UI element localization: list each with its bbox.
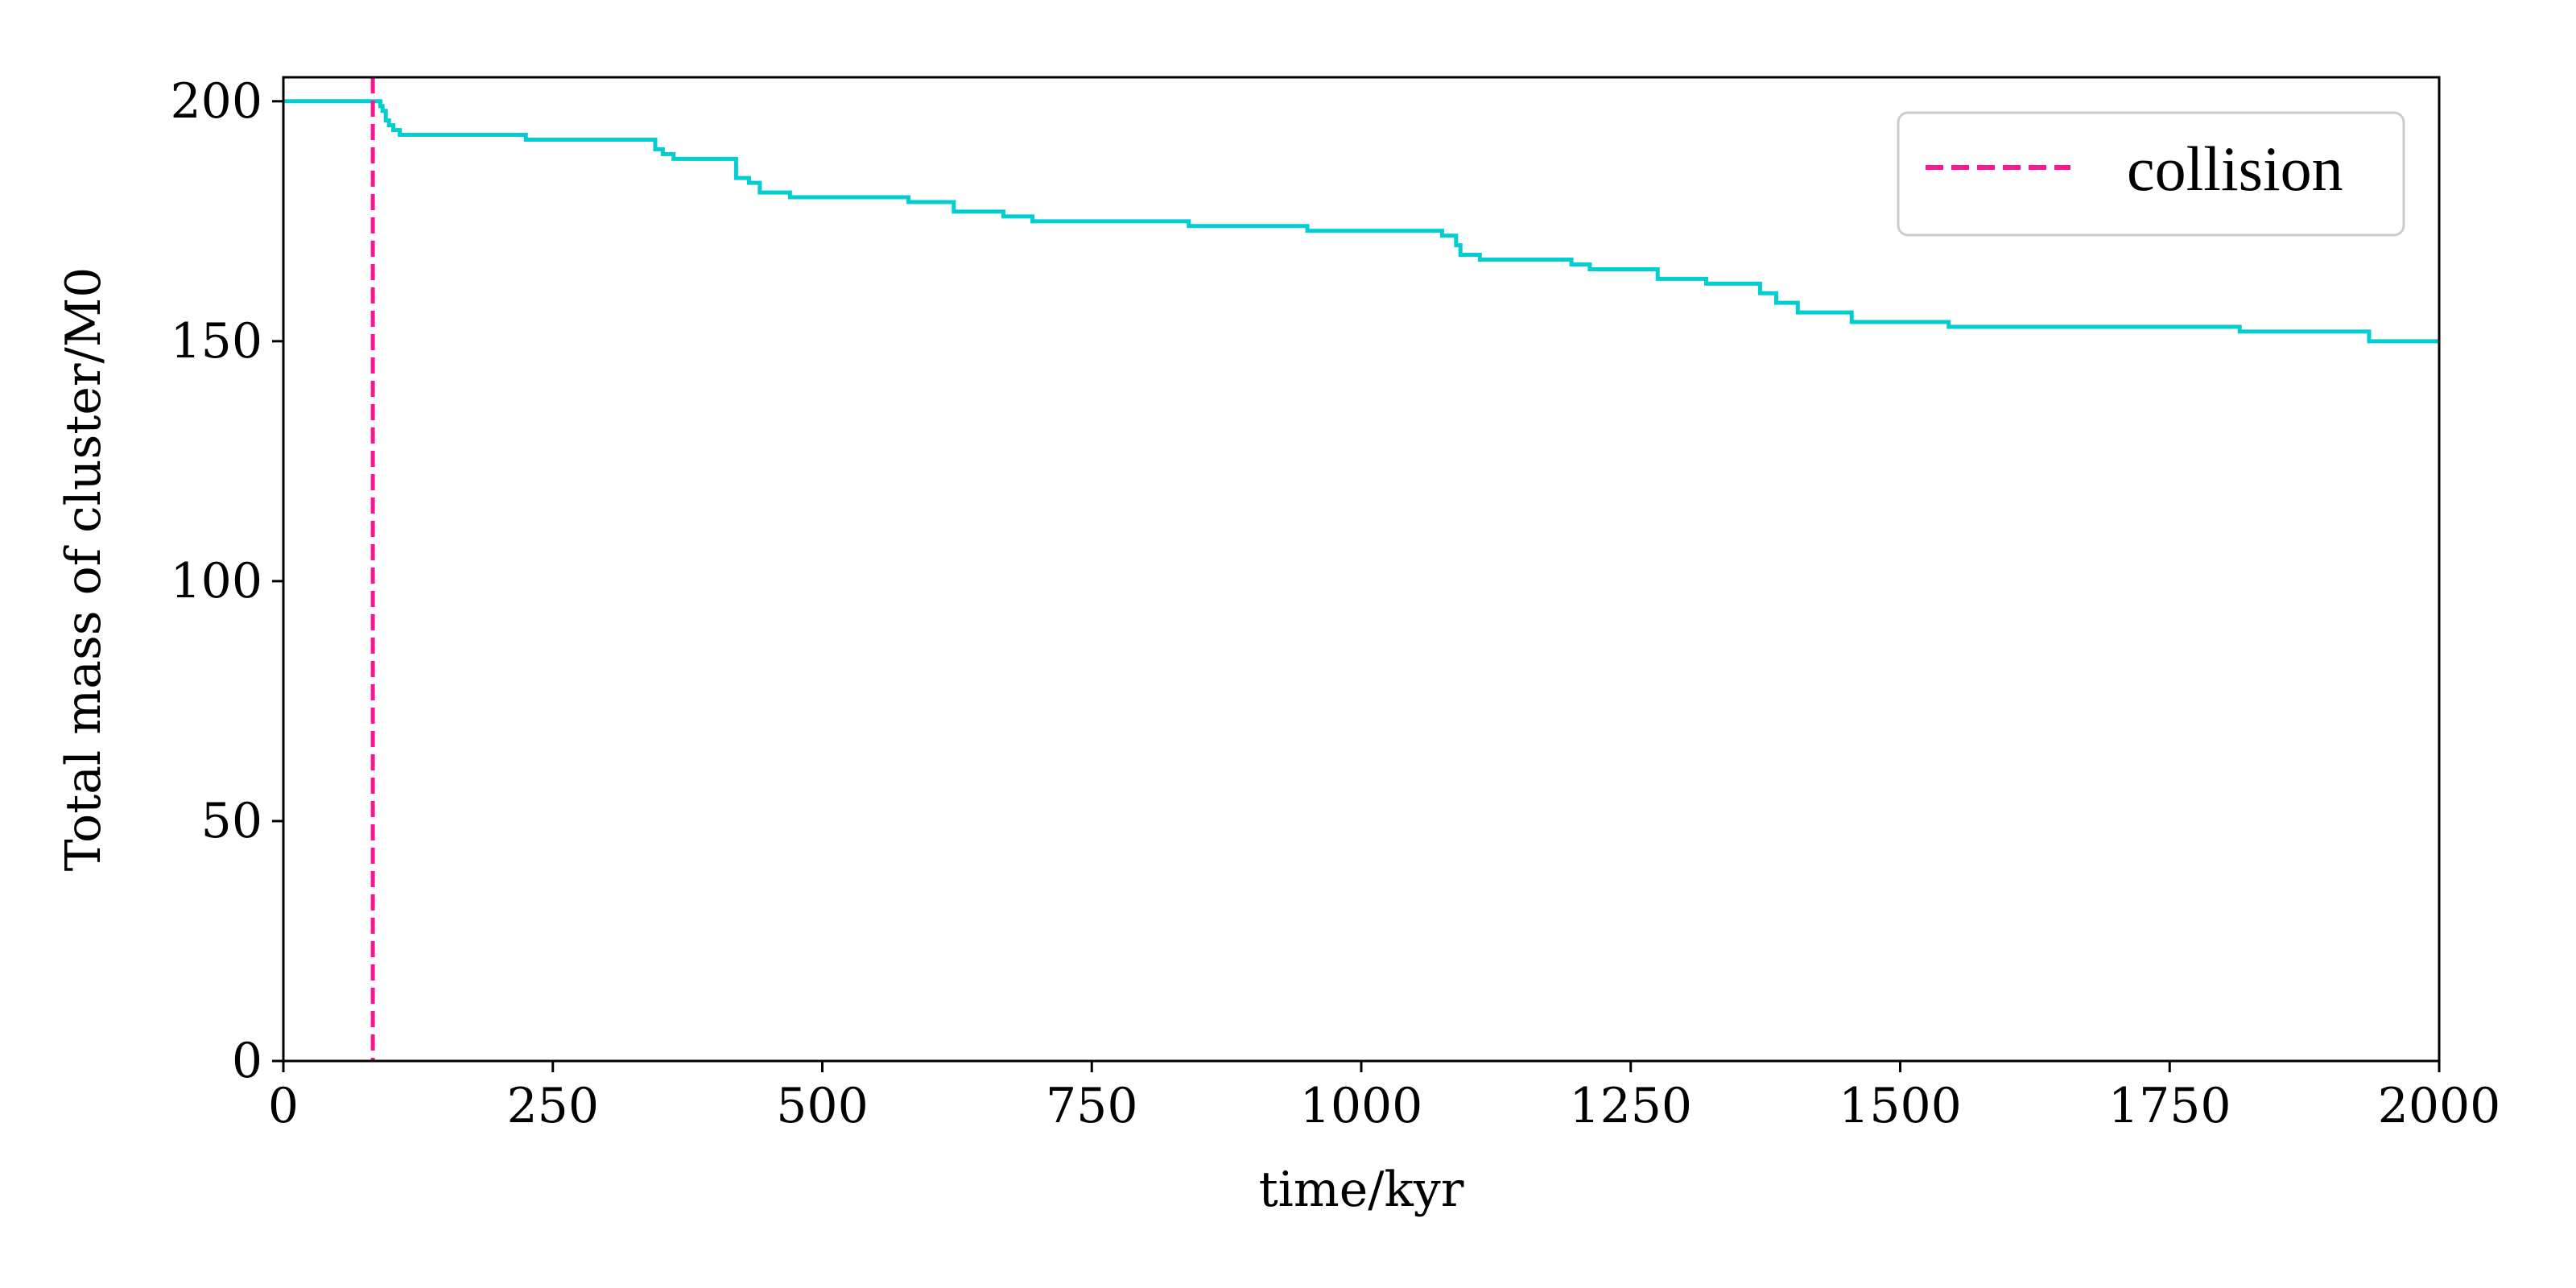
y-tick-label: 0 [232, 1033, 262, 1089]
y-tick-label: 200 [170, 73, 262, 130]
x-tick-label: 0 [268, 1078, 299, 1134]
plot-area [283, 77, 2439, 1061]
axis-ticks: 0 250 500 750 1000 1250 1500 1750 2000 0 50 100 150 2… [170, 73, 2500, 1134]
y-tick-label: 150 [170, 313, 262, 369]
x-tick-label: 750 [1046, 1078, 1138, 1134]
x-tick-label: 500 [776, 1078, 869, 1134]
legend: collision [1897, 111, 2405, 237]
legend-box [1897, 111, 2405, 237]
y-tick-label: 100 [170, 553, 262, 609]
x-tick-label: 1250 [1569, 1078, 1692, 1134]
legend-label-collision: collision [2127, 134, 2343, 204]
x-tick-label: 1500 [1839, 1078, 1962, 1134]
x-tick-label: 2000 [2378, 1078, 2501, 1134]
x-tick-label: 1000 [1300, 1078, 1423, 1134]
x-tick-label: 1750 [2108, 1078, 2231, 1134]
mass-series-line [283, 99, 2439, 344]
y-tick-label: 50 [201, 793, 262, 849]
x-tick-label: 250 [506, 1078, 599, 1134]
y-axis-label: Total mass of cluster/M0 [56, 267, 112, 872]
x-axis-label: time/kyr [1259, 1162, 1464, 1218]
